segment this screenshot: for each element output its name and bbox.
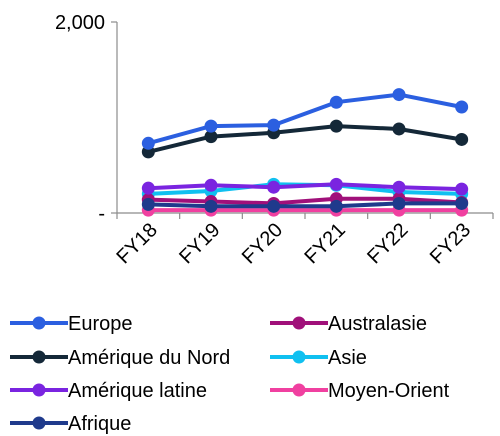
- x-tick-label: FY23: [426, 219, 475, 268]
- legend-swatch-marker: [32, 416, 46, 430]
- legend-swatch-marker: [292, 383, 306, 397]
- series-line: [147, 92, 463, 146]
- data-point: [392, 88, 406, 102]
- series-2: [141, 177, 469, 196]
- legend-item: Asie: [270, 347, 367, 369]
- series-line: [148, 182, 462, 192]
- legend-swatch-marker: [32, 316, 46, 330]
- legend-item: Australasie: [270, 313, 427, 335]
- legend-swatch-marker: [32, 350, 46, 364]
- data-point: [455, 196, 469, 210]
- legend-label: Moyen-Orient: [328, 380, 450, 402]
- series-3: [141, 196, 469, 213]
- legend-label: Australasie: [328, 313, 427, 335]
- legend-item: Amérique latine: [10, 380, 207, 402]
- series-line: [147, 124, 463, 154]
- data-point: [392, 196, 406, 210]
- data-point: [392, 122, 406, 136]
- legend-item: Moyen-Orient: [270, 380, 450, 402]
- chart-series: [141, 88, 469, 217]
- data-point: [267, 118, 281, 132]
- data-point: [455, 132, 469, 146]
- y-tick-label: -: [98, 203, 105, 225]
- data-point: [455, 100, 469, 114]
- legend-item: Europe: [10, 313, 133, 335]
- y-tick-label: 2,000: [55, 12, 105, 34]
- series-0: [141, 88, 469, 150]
- chart-axes: - 2,000 FY18 FY19 FY20 FY21 FY22 FY23: [55, 12, 494, 268]
- x-tick-label: FY18: [113, 219, 162, 268]
- legend-swatch-marker: [292, 350, 306, 364]
- legend-label: Asie: [328, 347, 367, 369]
- series-1: [141, 119, 469, 159]
- data-point: [329, 199, 343, 213]
- x-tick-label: FY20: [238, 219, 287, 268]
- data-point: [455, 182, 469, 196]
- data-point: [329, 95, 343, 109]
- x-tick-label: FY19: [175, 219, 224, 268]
- x-tick-label: FY21: [301, 219, 350, 268]
- data-point: [329, 177, 343, 191]
- data-point: [204, 199, 218, 213]
- data-point: [204, 178, 218, 192]
- legend-item: Afrique: [10, 413, 131, 435]
- legend-label: Europe: [68, 313, 133, 335]
- data-point: [141, 181, 155, 195]
- series-line: [148, 196, 462, 206]
- legend-label: Amérique du Nord: [68, 347, 230, 369]
- data-point: [204, 119, 218, 133]
- x-tick-label: FY22: [363, 219, 412, 268]
- data-point: [267, 180, 281, 194]
- legend-swatch-marker: [32, 383, 46, 397]
- data-point: [392, 180, 406, 194]
- legend-swatch-marker: [292, 316, 306, 330]
- data-point: [141, 136, 155, 150]
- data-point: [204, 130, 218, 144]
- legend-label: Amérique latine: [68, 380, 207, 402]
- legend-label: Afrique: [68, 413, 131, 435]
- legend-item: Amérique du Nord: [10, 347, 230, 369]
- chart-legend: Europe Amérique du Nord Amérique latine Afr…: [10, 313, 450, 435]
- data-point: [267, 199, 281, 213]
- series-line: [148, 201, 462, 209]
- data-point: [329, 119, 343, 133]
- data-point: [141, 197, 155, 211]
